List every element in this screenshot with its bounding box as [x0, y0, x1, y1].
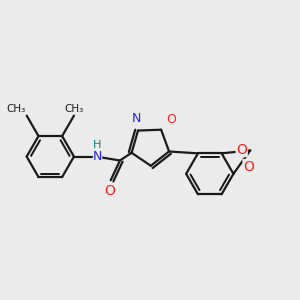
- Text: H: H: [93, 140, 102, 150]
- Text: CH₃: CH₃: [64, 104, 84, 114]
- Text: O: O: [243, 160, 254, 174]
- Text: O: O: [236, 142, 247, 157]
- Text: CH₃: CH₃: [6, 104, 26, 114]
- Text: O: O: [167, 113, 176, 126]
- Text: N: N: [93, 150, 102, 163]
- Text: O: O: [104, 184, 115, 198]
- Text: N: N: [132, 112, 141, 125]
